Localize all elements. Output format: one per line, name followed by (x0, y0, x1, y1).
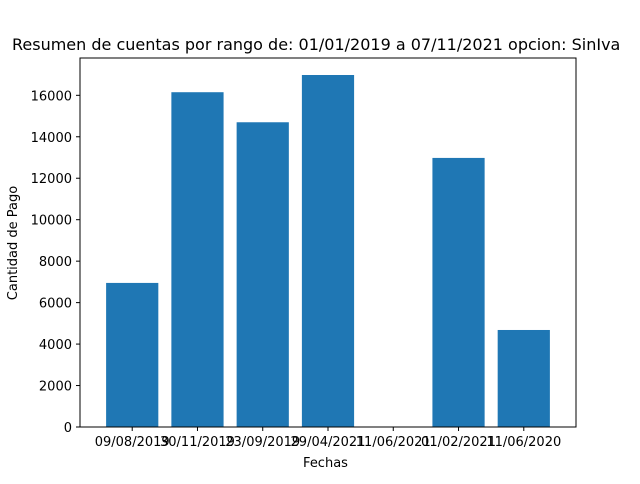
y-axis-label: Cantidad de Pago (6, 186, 21, 300)
x-tick-label: 01/02/2021 (421, 435, 496, 450)
bar-5 (432, 157, 485, 428)
y-tick-label: 0 (64, 421, 72, 436)
x-tick-label: 30/11/2019 (160, 435, 235, 450)
y-tick-label: 6000 (39, 297, 72, 312)
y-tick-label: 14000 (31, 131, 72, 146)
bar-3 (301, 75, 355, 427)
x-tick-label: 11/06/2021 (356, 435, 431, 450)
y-tick-label: 12000 (31, 172, 72, 187)
bar-6 (497, 329, 550, 427)
y-tick-label: 10000 (31, 214, 72, 229)
bar-1 (171, 92, 224, 428)
x-axis-label: Fechas (303, 456, 348, 471)
y-tick-label: 2000 (39, 380, 72, 395)
y-tick-label: 16000 (31, 89, 72, 104)
x-tick-label: 11/06/2020 (486, 435, 561, 450)
bar-2 (236, 122, 289, 427)
bar-0 (106, 282, 159, 427)
x-tick-label: 09/08/2019 (95, 435, 170, 450)
x-tick-label: 23/09/2019 (225, 435, 300, 450)
x-tick-label: 29/04/2021 (291, 435, 366, 450)
chart-title: Resumen de cuentas por rango de: 01/01/2… (12, 35, 620, 54)
y-tick-label: 4000 (39, 338, 72, 353)
y-tick-label: 8000 (39, 255, 72, 270)
